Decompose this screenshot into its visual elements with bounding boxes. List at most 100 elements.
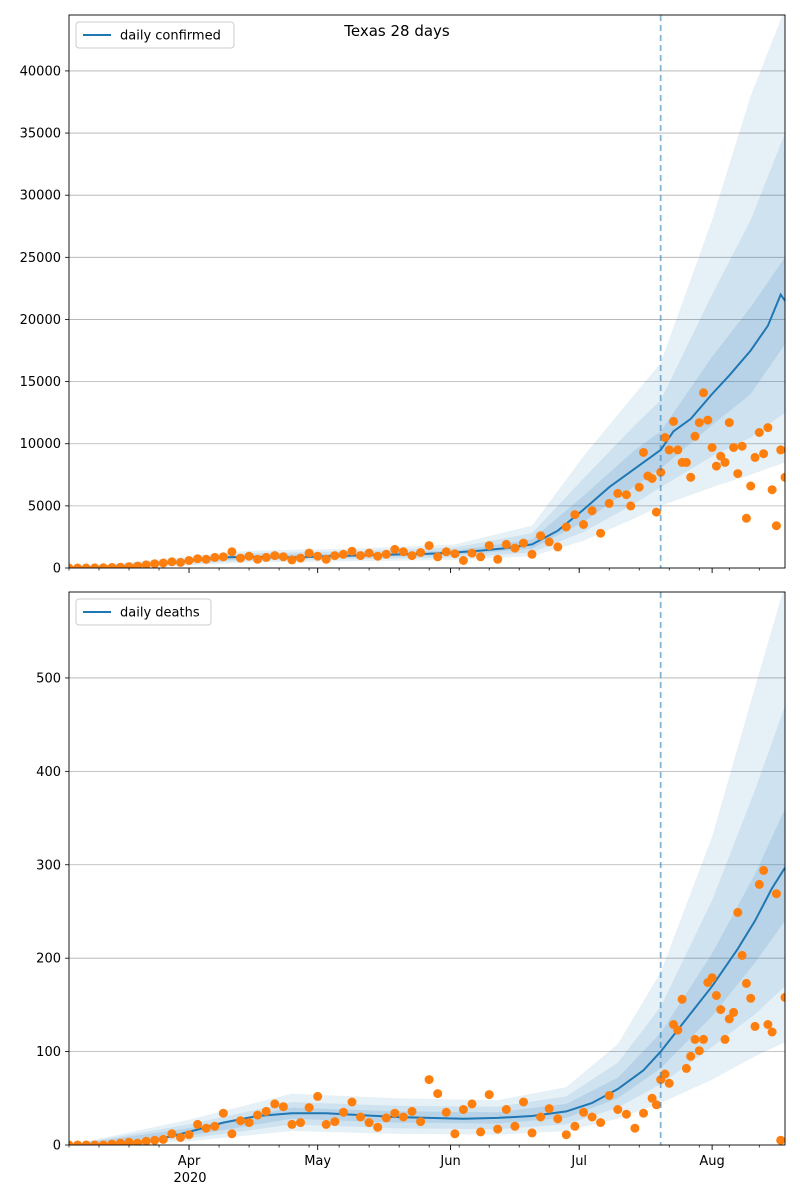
data-point [270,1099,280,1109]
data-point [673,445,683,455]
data-point [553,542,563,552]
data-point [664,1078,674,1088]
y-tick-label: 400 [36,765,61,780]
legend-label: daily confirmed [120,29,221,44]
data-point [651,1100,661,1110]
data-point [98,1140,108,1145]
data-point [278,552,288,562]
plot-area [69,15,785,568]
data-point [347,1097,357,1107]
data-point [381,549,391,559]
data-point [90,563,100,568]
data-point [716,1005,726,1015]
data-point [115,562,125,568]
plot-area [69,592,785,1145]
data-point [660,1069,670,1079]
y-tick-label: 0 [53,562,61,577]
data-point [724,1014,734,1024]
x-tick-label: Aug [699,1154,724,1169]
data-point [313,551,323,561]
data-point [227,547,237,557]
data-point [176,557,185,567]
data-point [278,1102,288,1112]
data-point [218,552,228,562]
data-point [201,1123,211,1133]
data-point [476,552,486,562]
data-point [236,553,245,563]
data-point [81,563,91,568]
data-point [553,1114,563,1124]
data-point [201,554,211,564]
data-point [158,1134,168,1144]
data-point [467,1099,477,1109]
uncertainty-band-inner [69,257,785,568]
data-point [493,1124,503,1134]
y-tick-label: 0 [53,1139,61,1154]
legend-box [75,598,212,626]
data-point [373,551,383,561]
data-point [330,1117,340,1127]
data-point [107,563,117,568]
data-point [69,563,74,568]
data-point [253,554,263,564]
data-point [167,1129,177,1139]
data-point [579,520,588,529]
data-point [763,1020,773,1029]
data-point [424,1075,434,1085]
data-point [536,531,546,541]
data-point [737,950,747,960]
data-point [356,551,365,561]
data-point [330,551,340,561]
data-point [651,507,661,517]
legend-box [75,21,235,49]
data-point [570,510,580,520]
data-point [390,544,400,554]
data-point [707,443,717,452]
data-point [218,1108,228,1118]
data-point [699,388,708,398]
data-point [780,472,785,482]
data-point [141,1136,151,1145]
y-tick-label: 500 [36,671,61,686]
data-point [210,552,220,562]
data-point [754,428,764,437]
data-point [253,1110,263,1120]
x-tick-label: May [304,1154,331,1169]
x-year-label: 2020 [173,1171,206,1186]
data-point [771,889,781,899]
data-point [604,498,614,508]
data-point [158,558,168,568]
y-tick-label: 35000 [20,127,61,142]
data-point [737,441,747,451]
data-point [639,447,648,457]
data-point [81,1140,91,1145]
data-point [133,561,143,568]
deaths-panel: 0 100 200 300 400 500 Apr May Jun Jul Aug daily dea… [36,591,786,1169]
data-point [107,1139,117,1145]
data-point [73,1140,83,1145]
x-tick-label: Apr [178,1154,201,1169]
data-point [484,1090,494,1100]
data-point [579,1107,588,1117]
data-point [450,549,460,559]
data-point [780,992,785,1002]
data-point [690,1034,700,1044]
data-point [176,1133,185,1142]
uncertainty-band-outer [69,15,785,568]
data-point [613,1105,623,1114]
data-point [244,551,254,561]
data-point [338,549,348,559]
y-tick-label: 300 [36,858,61,873]
data-point [270,551,280,561]
y-tick-label: 15000 [20,375,61,390]
data-point [398,1112,408,1122]
data-point [467,548,477,558]
data-point [287,1119,297,1129]
y-tick-label: 100 [36,1045,61,1060]
data-point [711,461,721,471]
data-point [647,1093,657,1103]
data-point [261,1106,271,1116]
data-point [746,993,756,1003]
y-tick-label: 40000 [20,64,61,79]
data-point [677,994,687,1004]
